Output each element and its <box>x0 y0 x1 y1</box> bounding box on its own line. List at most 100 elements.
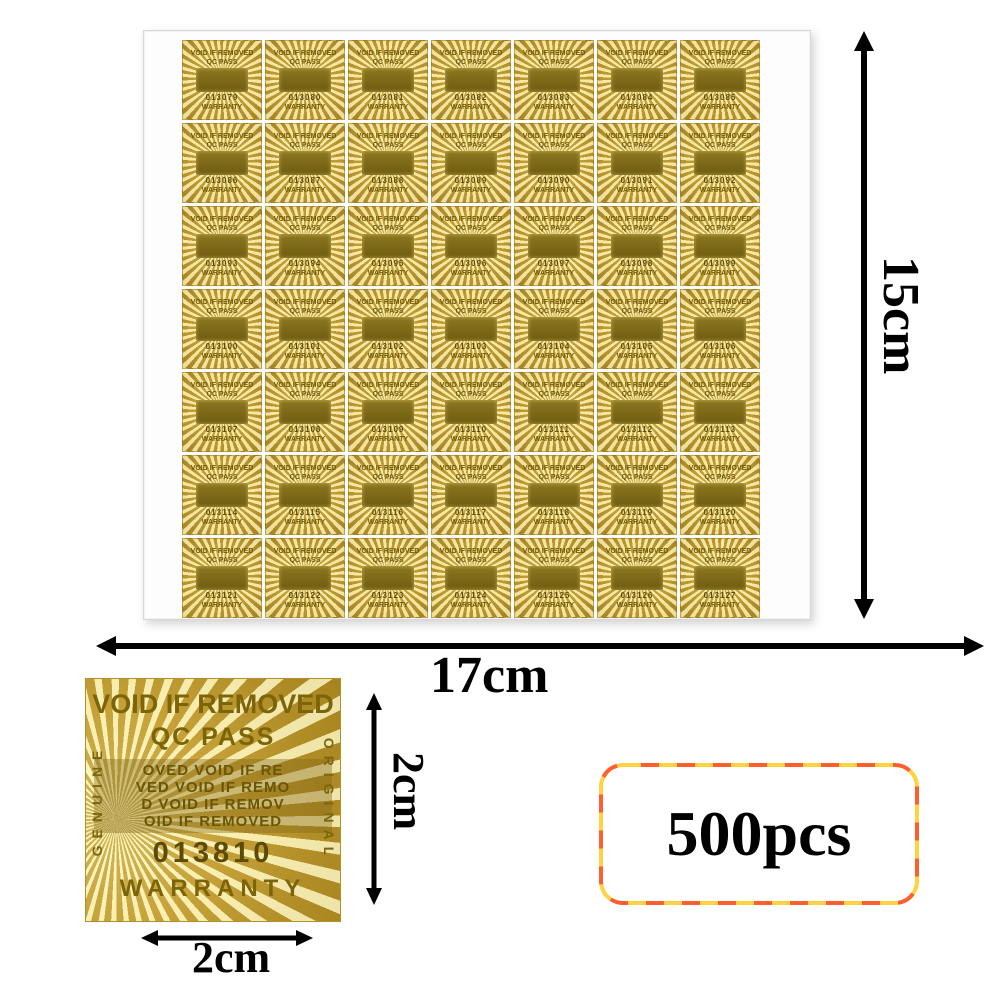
sticker-hologram-band <box>528 67 580 92</box>
sticker-serial-number: 013115 <box>288 507 322 517</box>
sticker-title: VOID IF REMOVED <box>356 547 420 555</box>
sticker-serial-number: 013125 <box>537 590 571 600</box>
sticker-title: VOID IF REMOVED <box>688 298 752 306</box>
sticker-qc-pass: QC PASS <box>206 141 238 149</box>
sticker-title: VOID IF REMOVED <box>522 132 586 140</box>
sticker-warranty: WARRANTY <box>367 435 409 443</box>
sticker-warranty: WARRANTY <box>367 518 409 526</box>
sticker-warranty: WARRANTY <box>699 269 741 277</box>
sticker-warranty: WARRANTY <box>201 103 243 111</box>
sticker-qc-pass: QC PASS <box>455 307 487 315</box>
sheet-sticker: VOID IF REMOVED QC PASS 013083 WARRANTY <box>514 40 594 120</box>
sticker-qc-pass: QC PASS <box>206 473 238 481</box>
sticker-title: VOID IF REMOVED <box>605 381 669 389</box>
sticker-serial-number: 013114 <box>205 507 239 517</box>
sticker-title: VOID IF REMOVED <box>273 215 337 223</box>
sheet-sticker: VOID IF REMOVED QC PASS 013117 WARRANTY <box>431 455 511 535</box>
sticker-serial-number: 013085 <box>703 92 737 102</box>
sticker-title: VOID IF REMOVED <box>190 464 254 472</box>
sticker-serial-number: 013111 <box>538 424 570 434</box>
sticker-hologram-band <box>279 150 331 175</box>
sticker-warranty: WARRANTY <box>616 269 658 277</box>
sticker-hologram-band <box>611 565 663 590</box>
sticker-qc-pass: QC PASS <box>538 224 570 232</box>
sticker-title: VOID IF REMOVED <box>356 49 420 57</box>
micro-text-line: OID IF REMOVED <box>143 813 283 830</box>
sticker-hologram-band <box>445 233 497 258</box>
sticker-warranty: WARRANTY <box>201 352 243 360</box>
sticker-warranty: WARRANTY <box>699 103 741 111</box>
sticker-hologram-band <box>196 399 248 424</box>
sticker-warranty: WARRANTY <box>284 435 326 443</box>
sheet-sticker: VOID IF REMOVED QC PASS 013113 WARRANTY <box>680 372 760 452</box>
sticker-hologram-band <box>694 67 746 92</box>
sticker-hologram-band <box>279 316 331 341</box>
sticker-warranty: WARRANTY <box>119 875 307 902</box>
sheet-sticker: VOID IF REMOVED QC PASS 013096 WARRANTY <box>431 206 511 286</box>
sticker-title: VOID IF REMOVED <box>439 298 503 306</box>
sticker-title: VOID IF REMOVED <box>273 547 337 555</box>
sticker-title: VOID IF REMOVED <box>688 464 752 472</box>
sticker-serial-number: 013113 <box>703 424 737 434</box>
sticker-hologram-band <box>694 150 746 175</box>
sheet-sticker: VOID IF REMOVED QC PASS 013100 WARRANTY <box>182 289 262 369</box>
sticker-hologram-band <box>528 565 580 590</box>
sticker-serial-number: 013100 <box>205 341 239 351</box>
sticker-title: VOID IF REMOVED <box>522 464 586 472</box>
sticker-warranty: WARRANTY <box>616 601 658 609</box>
sticker-hologram-band <box>528 150 580 175</box>
sheet-height-label: 15cm <box>872 256 929 375</box>
sticker-warranty: WARRANTY <box>616 518 658 526</box>
sticker-title: VOID IF REMOVED <box>439 547 503 555</box>
sticker-title: VOID IF REMOVED <box>439 132 503 140</box>
sheet-sticker: VOID IF REMOVED QC PASS 013115 WARRANTY <box>265 455 345 535</box>
sheet-sticker: VOID IF REMOVED QC PASS 013079 WARRANTY <box>182 40 262 120</box>
sticker-qc-pass: QC PASS <box>538 390 570 398</box>
sticker-qc-pass: QC PASS <box>621 224 653 232</box>
sticker-warranty: WARRANTY <box>699 435 741 443</box>
sheet-sticker: VOID IF REMOVED QC PASS 013118 WARRANTY <box>514 455 594 535</box>
sticker-original-text: ORIGINAL <box>321 737 337 863</box>
sheet-sticker: VOID IF REMOVED QC PASS 013098 WARRANTY <box>597 206 677 286</box>
sticker-serial-number: 013096 <box>454 258 488 268</box>
micro-text-line: D VOID IF REMOV <box>141 796 285 813</box>
sticker-hologram-band <box>279 67 331 92</box>
sticker-serial-number: 013127 <box>703 590 737 600</box>
sticker-warranty: WARRANTY <box>533 352 575 360</box>
sticker-serial-number: 013086 <box>205 175 239 185</box>
sticker-hologram-band <box>445 482 497 507</box>
micro-text-line: OVED VOID IF RE <box>142 762 284 779</box>
sticker-title: VOID IF REMOVED <box>688 381 752 389</box>
sticker-title: VOID IF REMOVED <box>273 49 337 57</box>
sticker-qc-pass: QC PASS <box>538 473 570 481</box>
sticker-title: VOID IF REMOVED <box>522 547 586 555</box>
sticker-title: VOID IF REMOVED <box>273 298 337 306</box>
sticker-serial-number: 013117 <box>454 507 488 517</box>
sticker-hologram-band <box>694 316 746 341</box>
sticker-warranty: WARRANTY <box>450 601 492 609</box>
sticker-qc-pass: QC PASS <box>455 390 487 398</box>
sticker-title: VOID IF REMOVED <box>92 689 334 719</box>
sticker-qc-pass: QC PASS <box>289 473 321 481</box>
sticker-title: VOID IF REMOVED <box>190 215 254 223</box>
sticker-qc-pass: QC PASS <box>372 473 404 481</box>
sticker-serial-number: 013108 <box>288 424 322 434</box>
sheet-sticker: VOID IF REMOVED QC PASS 013097 WARRANTY <box>514 206 594 286</box>
sticker-serial-number: 013097 <box>537 258 571 268</box>
sticker-warranty: WARRANTY <box>367 601 409 609</box>
sticker-serial-number: 013810 <box>152 837 274 869</box>
sticker-serial-number: 013099 <box>703 258 737 268</box>
quantity-label: 500pcs <box>666 798 852 869</box>
sticker-hologram-band <box>362 316 414 341</box>
sticker-height-arrow <box>366 693 382 905</box>
sticker-title: VOID IF REMOVED <box>356 464 420 472</box>
sticker-warranty: WARRANTY <box>284 186 326 194</box>
sticker-hologram-band <box>362 150 414 175</box>
sticker-hologram-band <box>445 316 497 341</box>
sticker-warranty: WARRANTY <box>284 352 326 360</box>
sticker-serial-number: 013124 <box>454 590 488 600</box>
sticker-qc-pass: QC PASS <box>289 556 321 564</box>
sticker-title: VOID IF REMOVED <box>605 215 669 223</box>
sheet-sticker: VOID IF REMOVED QC PASS 013123 WARRANTY <box>348 538 428 618</box>
sticker-qc-pass: QC PASS <box>704 307 736 315</box>
